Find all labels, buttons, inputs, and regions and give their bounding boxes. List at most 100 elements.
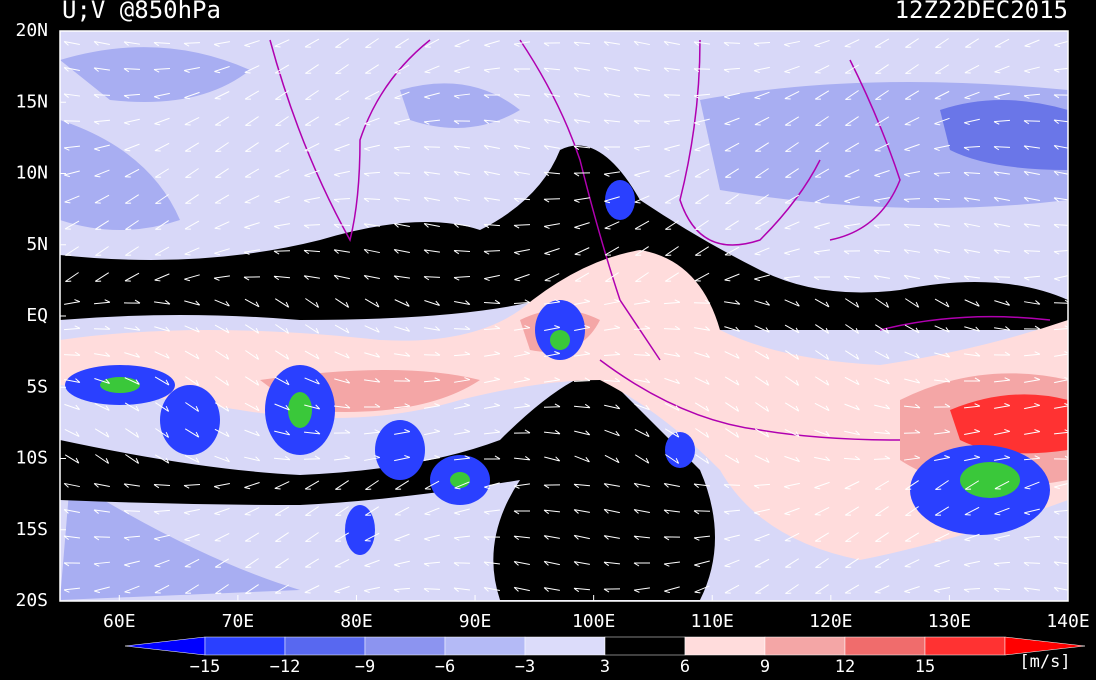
wind-arrow xyxy=(963,145,981,151)
wind-arrow xyxy=(483,429,501,435)
wind-arrow xyxy=(454,39,470,48)
wind-arrow xyxy=(483,455,501,460)
wind-arrow xyxy=(93,299,111,305)
wind-arrow xyxy=(784,194,800,204)
wind-arrow xyxy=(63,40,80,46)
colorbar-arrow xyxy=(124,636,206,656)
wind-arrow xyxy=(814,65,830,74)
wind-arrow xyxy=(724,142,740,152)
wind-arrow xyxy=(63,325,81,331)
wind-arrow xyxy=(513,68,531,73)
wind-arrow xyxy=(964,429,981,435)
wind-arrow xyxy=(1053,145,1068,150)
wind-arrow xyxy=(845,298,860,308)
wind-arrow xyxy=(483,170,500,176)
wind-arrow xyxy=(303,197,320,203)
wind-arrow xyxy=(844,584,860,594)
wind-arrow xyxy=(603,93,620,98)
wind-arrow xyxy=(93,119,111,125)
wind-arrow xyxy=(334,143,350,152)
wind-arrow xyxy=(573,377,591,382)
wind-arrow xyxy=(964,326,981,332)
wind-arrow xyxy=(274,142,290,152)
wind-arrow xyxy=(513,429,531,434)
wind-arrow xyxy=(244,195,260,204)
wind-arrow xyxy=(184,274,200,282)
wind-arrow xyxy=(124,194,140,204)
wind-arrow xyxy=(1054,482,1068,490)
wind-arrow xyxy=(215,376,230,386)
wind-arrow xyxy=(543,560,560,566)
wind-arrow xyxy=(215,584,229,594)
colorbar-label: 9 xyxy=(760,657,770,677)
wind-arrow xyxy=(814,429,830,437)
wind-arrow xyxy=(1024,300,1041,305)
wind-arrow xyxy=(544,325,561,332)
wind-arrow xyxy=(543,67,561,73)
wind-arrow xyxy=(724,454,740,464)
wind-arrow xyxy=(214,248,230,256)
wind-arrow xyxy=(513,41,530,47)
wind-arrow xyxy=(94,403,110,411)
wind-arrow xyxy=(605,272,619,282)
wind-arrow xyxy=(64,378,81,383)
wind-arrow xyxy=(184,247,200,256)
wind-arrow xyxy=(754,584,770,594)
wind-arrow xyxy=(184,91,200,100)
wind-arrow xyxy=(483,587,500,592)
wind-arrow xyxy=(483,197,500,202)
wind-arrow xyxy=(964,38,980,48)
wind-arrow xyxy=(483,536,501,541)
wind-arrow xyxy=(544,377,561,383)
wind-arrow xyxy=(424,38,440,48)
lon-label: 90E xyxy=(459,611,492,632)
wind-arrow xyxy=(64,170,80,178)
wind-arrow xyxy=(964,506,980,516)
wind-arrow xyxy=(664,169,680,178)
wind-arrow xyxy=(933,403,951,408)
wind-arrow xyxy=(274,430,291,436)
wind-arrow xyxy=(694,402,710,412)
wind-arrow xyxy=(635,272,649,283)
wind-arrow xyxy=(994,300,1011,306)
wind-arrow xyxy=(184,428,200,438)
wind-arrow xyxy=(1024,402,1041,410)
wind-arrow xyxy=(814,456,831,462)
wind-arrow xyxy=(784,482,800,490)
wind-arrow xyxy=(64,195,80,204)
wind-arrow xyxy=(483,509,501,515)
wind-arrow xyxy=(844,64,860,74)
wind-arrow xyxy=(123,299,141,304)
wind-arrow xyxy=(244,376,260,386)
wind-arrow xyxy=(543,118,560,124)
unit-label: [m/s] xyxy=(1019,652,1070,672)
wind-arrow xyxy=(305,324,320,334)
wind-arrow xyxy=(604,221,620,230)
wind-arrow xyxy=(814,90,830,100)
wind-arrow xyxy=(543,484,561,489)
wind-arrow xyxy=(694,326,711,331)
wind-arrow xyxy=(694,352,710,358)
wind-arrow xyxy=(1054,403,1068,409)
wind-arrow xyxy=(1024,481,1040,490)
wind-arrow xyxy=(424,65,440,74)
wind-arrow xyxy=(694,118,710,126)
wind-arrow xyxy=(453,250,471,255)
wind-arrow xyxy=(784,402,800,412)
wind-arrow xyxy=(873,275,890,280)
wind-arrow xyxy=(273,250,291,255)
wind-arrow xyxy=(905,38,919,48)
wind-arrow xyxy=(753,483,771,489)
wind-arrow xyxy=(753,41,771,47)
wind-arrow xyxy=(513,455,531,461)
wind-arrow xyxy=(633,535,651,541)
wind-arrow xyxy=(544,248,560,256)
wind-arrow xyxy=(183,508,200,516)
wind-arrow xyxy=(214,299,230,307)
wind-arrow xyxy=(63,145,81,151)
wind-arrow xyxy=(785,350,800,360)
lat-label: 10S xyxy=(15,448,48,469)
wind-arrow xyxy=(423,351,441,356)
wind-arrow xyxy=(604,325,621,331)
wind-arrow xyxy=(1023,170,1040,176)
